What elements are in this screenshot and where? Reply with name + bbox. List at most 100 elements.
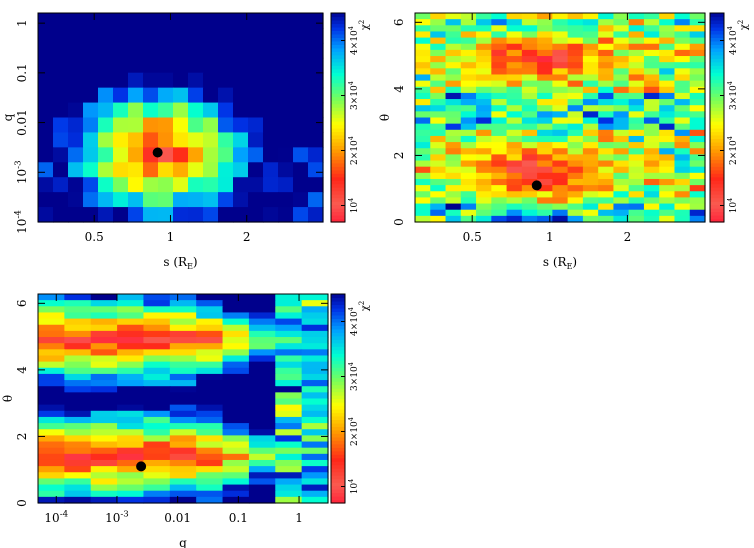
heatmap-cell <box>537 13 553 20</box>
heatmap-cell <box>117 453 145 461</box>
heatmap-cell <box>196 496 224 504</box>
y-axis-label: q <box>1 113 15 121</box>
heatmap-cell <box>643 37 660 45</box>
colorbar-segment <box>331 384 345 389</box>
heatmap-cell <box>143 324 171 332</box>
heatmap-cell <box>598 111 615 119</box>
heatmap-cell <box>643 197 660 205</box>
heatmap-cell <box>567 62 584 69</box>
heatmap-cell <box>613 49 630 57</box>
heatmap-cell <box>83 87 99 104</box>
heatmap-cell <box>445 215 462 223</box>
heatmap-cell <box>98 177 114 193</box>
heatmap-cell <box>143 416 171 424</box>
heatmap-cell <box>53 72 69 89</box>
heatmap-cell <box>248 441 276 449</box>
heatmap-cell <box>552 86 569 94</box>
heatmap-cell <box>248 294 276 301</box>
heatmap-cell <box>628 31 645 39</box>
colorbar-segment <box>710 187 724 192</box>
heatmap-cell <box>476 99 492 106</box>
heatmap-cell <box>83 207 99 223</box>
colorbar-segment <box>331 447 345 452</box>
heatmap-cell <box>263 192 279 208</box>
heatmap-cell <box>613 62 630 69</box>
heatmap-cell <box>445 25 462 33</box>
heatmap-cell <box>173 72 189 89</box>
heatmap-cell <box>196 441 224 449</box>
heatmap-cell <box>117 386 145 393</box>
heatmap-cell <box>98 117 114 134</box>
heatmap-cell <box>203 27 219 44</box>
heatmap-cell <box>173 42 189 59</box>
colorbar-segment <box>710 201 724 206</box>
heatmap-cell <box>613 19 630 26</box>
heatmap-cell <box>38 429 65 436</box>
heatmap-cell <box>521 68 538 76</box>
heatmap-cell <box>90 324 118 332</box>
heatmap-cell <box>117 466 145 473</box>
heatmap-cell <box>275 392 303 400</box>
heatmap-cell <box>537 123 553 131</box>
heatmap-cell <box>169 373 197 381</box>
heatmap-cell <box>301 496 329 504</box>
heatmap-cell <box>552 92 569 100</box>
colorbar-segment <box>331 360 345 365</box>
heatmap-cell <box>64 416 92 424</box>
heatmap-cell <box>38 386 65 393</box>
heatmap-cell <box>143 294 171 301</box>
colorbar-segment <box>710 58 724 63</box>
heatmap-cell <box>476 160 492 168</box>
heatmap-cell <box>445 191 462 199</box>
heatmap-cell <box>537 99 553 106</box>
heatmap-cell <box>196 294 224 301</box>
heatmap-cell <box>188 117 204 134</box>
heatmap-cell <box>113 147 129 163</box>
heatmap-cell <box>659 129 676 137</box>
heatmap-cell <box>643 178 660 186</box>
colorbar-segment <box>710 23 724 28</box>
colorbar-segment <box>710 19 724 25</box>
heatmap-cell <box>674 56 691 63</box>
heatmap-cell <box>659 166 676 174</box>
heatmap-cell <box>476 74 492 82</box>
heatmap-cell <box>218 147 234 163</box>
heatmap-cell <box>128 57 144 74</box>
heatmap-cell <box>188 87 204 104</box>
heatmap-cell <box>143 343 171 350</box>
heatmap-cell <box>445 19 462 26</box>
heatmap-cell <box>64 361 92 369</box>
heatmap-cell <box>598 105 615 112</box>
heatmap-cell <box>143 337 171 344</box>
colorbar-segment <box>331 405 345 410</box>
heatmap-cell <box>233 177 249 193</box>
colorbar-segment <box>331 68 345 73</box>
heatmap-cell <box>598 68 615 76</box>
heatmap-cell <box>460 111 477 119</box>
heatmap-cell <box>117 404 145 412</box>
heatmap-cell <box>38 337 65 344</box>
colorbar-segment <box>710 75 724 80</box>
heatmap-cell <box>476 117 492 125</box>
heatmap-cell <box>53 162 69 178</box>
heatmap-cell <box>64 441 92 449</box>
colorbar-segment <box>710 183 724 188</box>
heatmap-cell <box>98 57 114 74</box>
y-tick-label: 6 <box>15 299 29 307</box>
heatmap-cell <box>203 177 219 193</box>
colorbar-segment <box>710 13 724 18</box>
heatmap-cell <box>143 453 171 461</box>
heatmap-cell <box>98 132 114 148</box>
heatmap-cell <box>643 74 660 82</box>
heatmap-cell <box>233 207 249 223</box>
heatmap-cell <box>143 27 159 44</box>
heatmap-cell <box>293 87 309 104</box>
heatmap-cell <box>582 56 599 63</box>
heatmap-cell <box>430 105 447 112</box>
colorbar-segment <box>331 79 345 84</box>
heatmap-cell <box>196 349 224 357</box>
heatmap-cell <box>567 56 584 63</box>
colorbar-segment <box>710 127 724 133</box>
colorbar-segment <box>710 173 724 178</box>
